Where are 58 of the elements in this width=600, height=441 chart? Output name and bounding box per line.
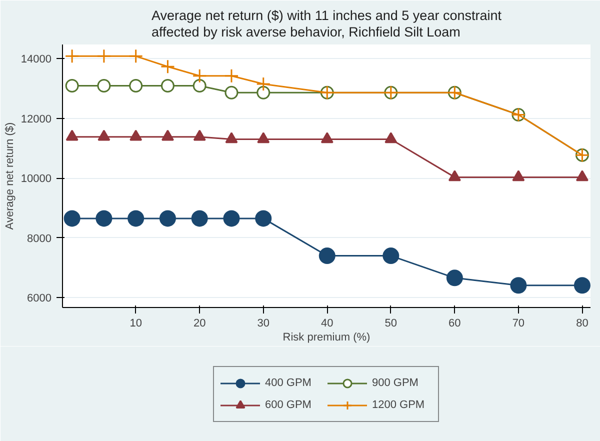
- y-tick-label: 8000: [27, 232, 52, 245]
- x-tick-label: 30: [257, 318, 270, 330]
- point: [161, 130, 174, 141]
- point: [318, 248, 336, 264]
- point: [66, 130, 78, 141]
- x-tick-label: 40: [321, 318, 334, 330]
- point: [223, 210, 240, 227]
- point: [160, 79, 174, 92]
- point: [256, 76, 271, 92]
- point: [65, 79, 79, 92]
- chart-title: Average net return ($) with 11 inches and 5 year constraint affected by risk averse behavior, Richfield Silt Loam: [152, 8, 502, 40]
- point: [96, 48, 112, 64]
- x-tick-label: 60: [448, 318, 461, 330]
- point: [192, 79, 206, 92]
- legend-label: 1200 GPM: [372, 398, 426, 410]
- point: [97, 79, 111, 92]
- x-tick-label: 80: [576, 318, 588, 330]
- point: [510, 277, 527, 294]
- y-tick-label: 6000: [27, 292, 52, 305]
- point: [224, 68, 239, 84]
- x-tick-label: 70: [512, 318, 525, 330]
- point: [159, 210, 176, 227]
- point: [574, 277, 590, 294]
- x-tick-label: 20: [193, 318, 206, 330]
- x-tick-label: 10: [130, 318, 142, 330]
- point: [96, 210, 112, 227]
- y-tick-label: 14000: [20, 54, 52, 66]
- point: [64, 210, 80, 227]
- point: [129, 79, 143, 92]
- point: [128, 48, 144, 64]
- point: [160, 59, 175, 74]
- point: [192, 68, 207, 84]
- point: [446, 270, 463, 286]
- legend-label: 600 GPM: [265, 398, 312, 410]
- point: [64, 48, 80, 64]
- point: [191, 210, 208, 227]
- point: [193, 130, 206, 141]
- point: [382, 248, 400, 264]
- point: [384, 132, 398, 144]
- point: [256, 86, 270, 100]
- y-axis-title: Average net return ($): [4, 122, 16, 230]
- point: [257, 132, 270, 144]
- point: [448, 170, 461, 182]
- point: [576, 170, 588, 182]
- y-tick-label: 10000: [20, 173, 52, 186]
- point: [320, 132, 334, 144]
- point: [224, 86, 238, 100]
- point: [512, 170, 525, 182]
- point: [130, 130, 142, 141]
- x-tick-label: 50: [384, 318, 398, 330]
- legend-label: 400 GPM: [265, 376, 312, 388]
- point: [128, 210, 144, 227]
- point: [255, 210, 272, 227]
- legend-label: 900 GPM: [372, 376, 420, 388]
- point: [225, 132, 238, 144]
- point: [98, 130, 110, 141]
- y-tick-label: 12000: [20, 113, 52, 126]
- x-axis-title: Risk premium (%): [282, 332, 370, 344]
